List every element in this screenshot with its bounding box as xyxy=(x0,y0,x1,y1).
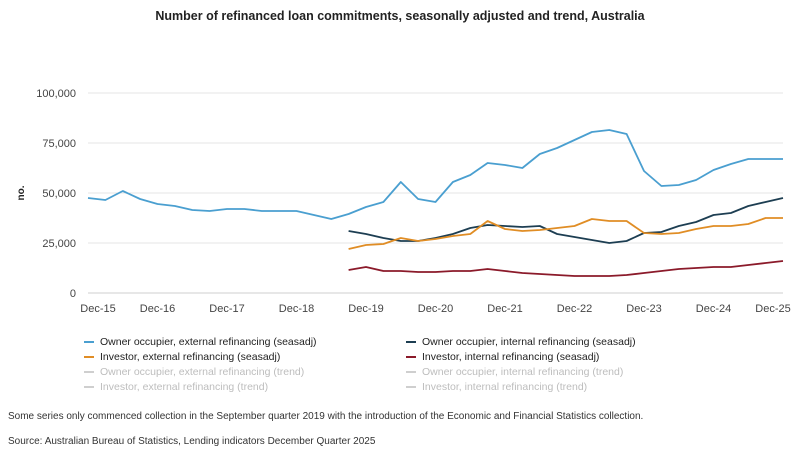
series-line-2 xyxy=(348,197,784,244)
legend-swatch xyxy=(406,371,416,373)
series-line-4 xyxy=(348,260,784,277)
x-tick-label: Dec-22 xyxy=(557,303,592,315)
y-axis-label: no. xyxy=(16,185,27,200)
x-tick-label: Dec-24 xyxy=(696,303,731,315)
y-tick-label: 25,000 xyxy=(42,238,76,250)
legend-swatch xyxy=(84,371,94,373)
legend-swatch xyxy=(84,341,94,343)
legend-item[interactable]: Investor, external refinancing (seasadj) xyxy=(84,351,280,363)
source-note: Source: Australian Bureau of Statistics,… xyxy=(8,436,376,447)
legend-swatch xyxy=(406,386,416,388)
legend-label: Investor, external refinancing (seasadj) xyxy=(100,351,281,363)
legend-label: Owner occupier, internal refinancing (se… xyxy=(422,336,636,348)
gridlines xyxy=(88,92,783,294)
legend-label: Owner occupier, internal refinancing (tr… xyxy=(422,366,624,378)
y-tick-label: 0 xyxy=(70,288,76,300)
legend-item[interactable]: Investor, external refinancing (trend) xyxy=(84,381,268,393)
x-tick-label: Dec-19 xyxy=(348,303,383,315)
legend-item[interactable]: Investor, internal refinancing (trend) xyxy=(406,381,587,393)
x-tick-label: Dec-25 xyxy=(755,303,790,315)
legend-swatch xyxy=(406,341,416,343)
x-tick-label: Dec-23 xyxy=(626,303,661,315)
chart-title: Number of refinanced loan commitments, s… xyxy=(155,9,645,23)
y-tick-label: 75,000 xyxy=(42,138,76,150)
x-tick-label: Dec-15 xyxy=(80,303,115,315)
legend-swatch xyxy=(84,356,94,358)
legend-item[interactable]: Owner occupier, external refinancing (se… xyxy=(84,336,317,348)
footnote: Some series only commenced collection in… xyxy=(8,411,644,422)
x-tick-label: Dec-20 xyxy=(418,303,453,315)
x-tick-label: Dec-16 xyxy=(140,303,175,315)
legend-label: Investor, external refinancing (trend) xyxy=(100,381,269,393)
y-tick-labels: 0 25,000 50,000 75,000 100,000 xyxy=(36,88,76,300)
y-tick-label: 50,000 xyxy=(42,188,76,200)
x-tick-label: Dec-18 xyxy=(279,303,314,315)
legend-item[interactable]: Owner occupier, internal refinancing (tr… xyxy=(406,366,623,378)
series-line-3 xyxy=(348,217,783,250)
legend-item[interactable]: Owner occupier, external refinancing (tr… xyxy=(84,366,304,378)
x-tick-label: Dec-21 xyxy=(487,303,522,315)
legend-swatch xyxy=(406,356,416,358)
legend-item[interactable]: Investor, internal refinancing (seasadj) xyxy=(406,351,599,363)
x-tick-label: Dec-17 xyxy=(209,303,244,315)
legend-label: Investor, internal refinancing (trend) xyxy=(422,381,588,393)
legend-label: Owner occupier, external refinancing (tr… xyxy=(100,366,305,378)
legend-swatch xyxy=(84,386,94,388)
series-lines xyxy=(87,129,784,277)
legend-item[interactable]: Owner occupier, internal refinancing (se… xyxy=(406,336,636,348)
x-tick-labels: Dec-15 Dec-16 Dec-17 Dec-18 Dec-19 Dec-20 Dec-… xyxy=(80,303,790,315)
legend-label: Owner occupier, external refinancing (se… xyxy=(100,336,317,348)
legend-label: Investor, internal refinancing (seasadj) xyxy=(422,351,600,363)
y-tick-label: 100,000 xyxy=(36,88,76,100)
series-line-1 xyxy=(87,129,783,220)
